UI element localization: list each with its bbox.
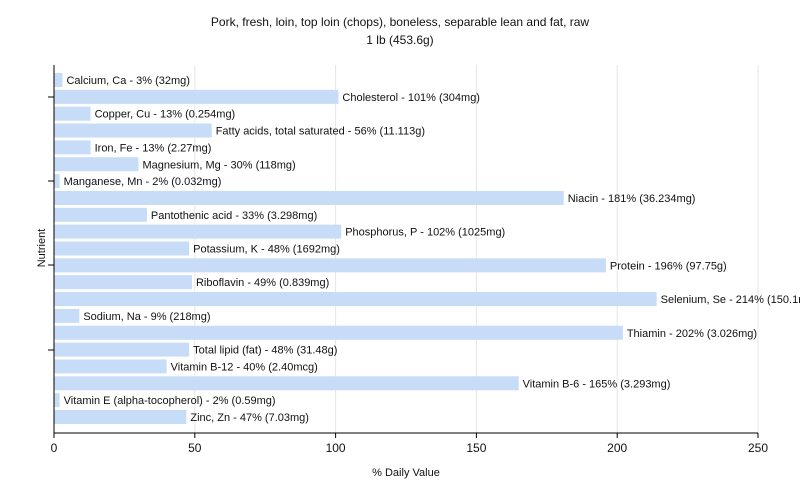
bar-label: Thiamin - 202% (3.026mg) [627, 328, 757, 340]
bar-label: Cholesterol - 101% (304mg) [342, 92, 480, 104]
bar [54, 292, 657, 307]
bar [54, 308, 80, 323]
bar-label: Phosphorus, P - 102% (1025mg) [345, 227, 505, 239]
bar-label: Fatty acids, total saturated - 56% (11.1… [216, 126, 425, 138]
bar-label: Vitamin E (alpha-tocopherol) - 2% (0.59m… [64, 395, 276, 407]
bar-label: Sodium, Na - 9% (218mg) [83, 311, 210, 323]
chart-title: Pork, fresh, loin, top loin (chops), bon… [210, 15, 590, 29]
chart-subtitle: 1 lb (453.6g) [366, 33, 434, 47]
bar [54, 157, 139, 172]
bar [54, 258, 606, 273]
bar [54, 325, 623, 340]
bar [54, 207, 147, 222]
bar [54, 140, 91, 155]
bar [54, 106, 91, 121]
bar [54, 224, 342, 239]
bar-label: Magnesium, Mg - 30% (118mg) [142, 159, 295, 171]
bar [54, 359, 167, 374]
bar-label: Manganese, Mn - 2% (0.032mg) [64, 176, 222, 188]
bar-label: Calcium, Ca - 3% (32mg) [66, 75, 189, 87]
bars: Calcium, Ca - 3% (32mg) Cholesterol - 101… [54, 73, 800, 424]
x-tick-label: 100 [326, 441, 346, 455]
bar [54, 342, 190, 357]
bar [54, 393, 60, 408]
bar [54, 123, 212, 138]
bar [54, 190, 564, 205]
bar-label: Total lipid (fat) - 48% (31.48g) [193, 345, 337, 357]
bar-label: Selenium, Se - 214% (150.1mcg) [661, 294, 800, 306]
bar-label: Iron, Fe - 13% (2.27mg) [95, 142, 212, 154]
grid-lines [194, 65, 759, 433]
bar [54, 174, 60, 189]
bar [54, 410, 187, 424]
bar-label: Pantothenic acid - 33% (3.298mg) [151, 210, 317, 222]
y-axis-label: Nutrient [36, 229, 48, 268]
bar-label: Zinc, Zn - 47% (7.03mg) [190, 412, 309, 424]
bar-label: Vitamin B-6 - 165% (3.293mg) [523, 378, 671, 390]
x-axis-label: % Daily Value [372, 467, 440, 479]
x-tick-label: 200 [607, 441, 627, 455]
x-tick-label: 0 [51, 441, 58, 455]
bar [54, 241, 190, 256]
bar-label: Potassium, K - 48% (1692mg) [193, 244, 340, 256]
bar-label: Copper, Cu - 13% (0.254mg) [95, 109, 236, 121]
x-tick-label: 250 [748, 441, 768, 455]
bar [54, 275, 192, 290]
x-tick-label: 50 [188, 441, 202, 455]
bar [54, 73, 63, 87]
axes: 0 50 100 150 200 250 [48, 65, 768, 455]
bar-label: Niacin - 181% (36.234mg) [568, 193, 696, 205]
bar-label: Riboflavin - 49% (0.839mg) [196, 277, 329, 289]
bar-label: Vitamin B-12 - 40% (2.40mcg) [171, 361, 318, 373]
bar-label: Protein - 196% (97.75g) [610, 260, 727, 272]
bar [54, 89, 339, 104]
x-tick-label: 150 [466, 441, 486, 455]
bar [54, 376, 519, 391]
